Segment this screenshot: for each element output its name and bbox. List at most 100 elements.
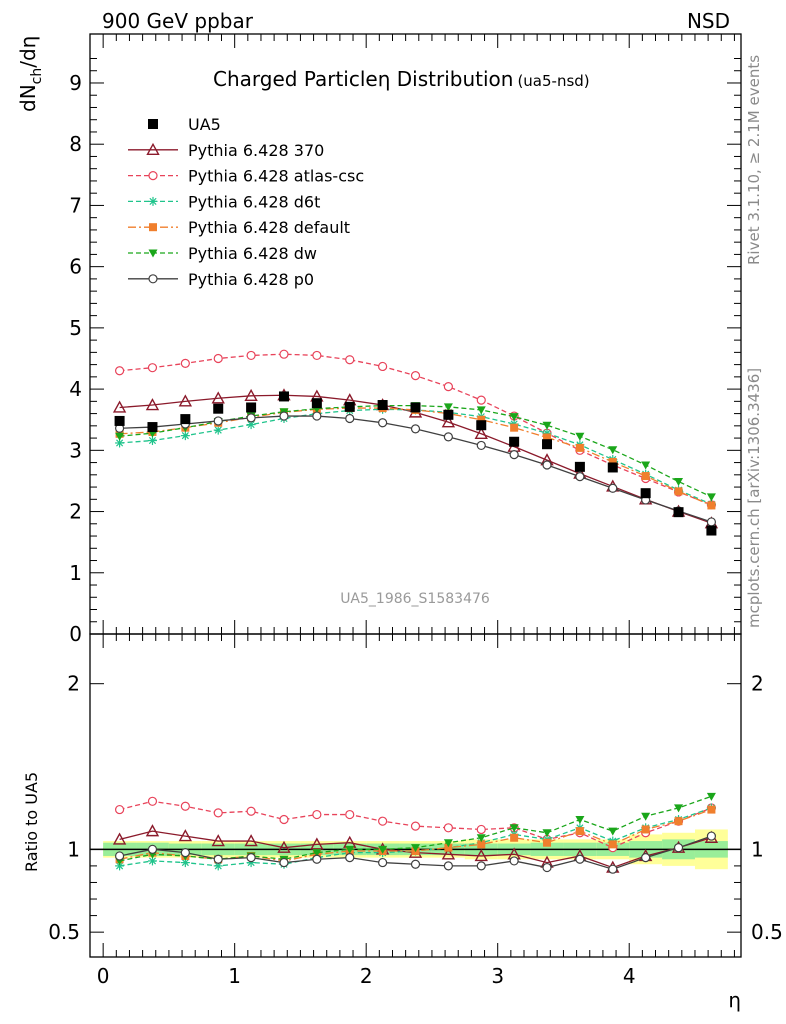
ratio-point-1	[443, 823, 453, 833]
series-point-5	[476, 440, 486, 451]
ratio-point-5	[410, 859, 421, 869]
main-y-tick-label: 0	[69, 622, 82, 646]
ratio-point-1	[213, 808, 223, 818]
ratio-point-3	[707, 805, 716, 814]
series-point-3	[575, 443, 584, 452]
ratio-point-3	[575, 827, 584, 836]
ratio-point-2	[213, 861, 223, 871]
series-point-5	[312, 411, 322, 421]
series-point-1	[410, 371, 421, 381]
ratio-point-5	[147, 844, 158, 854]
rivet-label: Rivet 3.1.10, ≥ 2.1M events	[745, 55, 763, 265]
ratio-y-axis-label: Ratio to UA5	[22, 772, 41, 872]
ratio-y-tick-label: 0.5	[48, 920, 80, 944]
ratio-point-4	[509, 824, 519, 833]
ratio-point-0	[145, 824, 160, 837]
star-stroke	[181, 859, 189, 867]
series-point-5	[279, 411, 289, 421]
series-point-5	[410, 424, 421, 434]
series-point-0	[211, 391, 225, 404]
legend-marker-5	[148, 274, 158, 284]
star-stroke	[214, 862, 222, 870]
ratio-point-3	[543, 838, 552, 847]
series-point-4	[542, 421, 552, 430]
ratio-point-0	[474, 849, 488, 862]
series-point-4	[115, 432, 125, 441]
ua5-data-point	[706, 525, 717, 536]
series-point-1	[378, 361, 388, 372]
ratio-y-tick-label-right: 1	[751, 837, 764, 861]
series-point-1	[180, 358, 190, 368]
ratio-point-4	[312, 849, 322, 858]
series-point-5	[345, 413, 355, 424]
ratio-point-5	[673, 843, 684, 853]
legend-label-0: Pythia 6.428 370	[188, 141, 324, 160]
ratio-point-3	[444, 843, 453, 852]
mcplots-label: mcplots.cern.ch [arXiv:1306.3436]	[745, 368, 763, 628]
legend-marker-4	[148, 249, 158, 258]
legend-marker-1	[148, 171, 158, 181]
x-tick-label: 1	[228, 964, 241, 988]
ratio-point-0	[441, 847, 456, 860]
ratio-point-0	[310, 837, 324, 850]
ratio-point-1	[147, 796, 158, 806]
ratio-point-5	[246, 853, 256, 863]
ratio-y-tick-label-right: 0.5	[751, 920, 783, 944]
ratio-panel-frame	[89, 633, 742, 958]
series-line-4	[119, 404, 712, 498]
legend-label-3: Pythia 6.428 default	[188, 218, 350, 237]
series-point-1	[147, 363, 158, 373]
series-point-3	[707, 501, 716, 510]
series-point-0	[112, 400, 127, 413]
ratio-point-3	[674, 817, 683, 826]
series-point-1	[312, 350, 322, 361]
series-point-0	[178, 394, 193, 407]
series-point-1	[476, 395, 486, 405]
ratio-point-5	[213, 854, 223, 864]
ratio-point-5	[279, 857, 289, 868]
ratio-point-4	[706, 792, 716, 801]
ua5-data-point	[114, 415, 125, 426]
series-point-0	[145, 398, 160, 411]
ua5-data-point	[542, 439, 553, 450]
ratio-y-tick-label-right: 2	[751, 672, 764, 696]
ratio-point-0	[211, 834, 225, 847]
ratio-point-1	[312, 809, 322, 820]
ua5-data-point	[509, 436, 520, 447]
ua5-data-point	[607, 462, 618, 473]
ua5-data-point	[213, 403, 224, 414]
legend-label-4: Pythia 6.428 dw	[188, 244, 317, 263]
main-y-tick-label: 1	[69, 561, 82, 585]
ratio-point-4	[476, 834, 486, 843]
series-point-5	[213, 416, 223, 426]
x-tick-label: 2	[360, 964, 373, 988]
x-tick-label: 0	[97, 964, 110, 988]
ua5-data-point	[180, 414, 191, 425]
ratio-point-4	[674, 804, 684, 813]
ratio-point-5	[345, 853, 355, 863]
ratio-point-5	[542, 862, 552, 873]
series-point-3	[477, 415, 486, 424]
ratio-y-tick-label: 2	[67, 672, 80, 696]
main-y-tick-label: 6	[69, 255, 82, 279]
ua5-data-point	[344, 401, 355, 412]
star-stroke	[247, 421, 255, 429]
ua5-data-point	[410, 402, 421, 413]
main-y-tick-label: 5	[69, 316, 82, 340]
series-point-3	[608, 457, 617, 466]
main-y-tick-label: 2	[69, 500, 82, 524]
legend-marker-0	[146, 142, 160, 156]
series-point-5	[706, 517, 717, 527]
ratio-y-tick-label: 1	[67, 837, 80, 861]
legend-marker-2	[148, 196, 158, 206]
series-point-1	[443, 382, 453, 392]
series-point-5	[575, 472, 585, 482]
star-stroke	[181, 432, 189, 440]
series-point-0	[244, 388, 258, 402]
series-point-2	[213, 425, 223, 435]
ratio-point-1	[180, 801, 190, 811]
ratio-point-1	[378, 816, 388, 826]
ratio-point-0	[244, 834, 258, 847]
series-point-1	[246, 350, 256, 361]
ratio-point-5	[641, 853, 651, 863]
